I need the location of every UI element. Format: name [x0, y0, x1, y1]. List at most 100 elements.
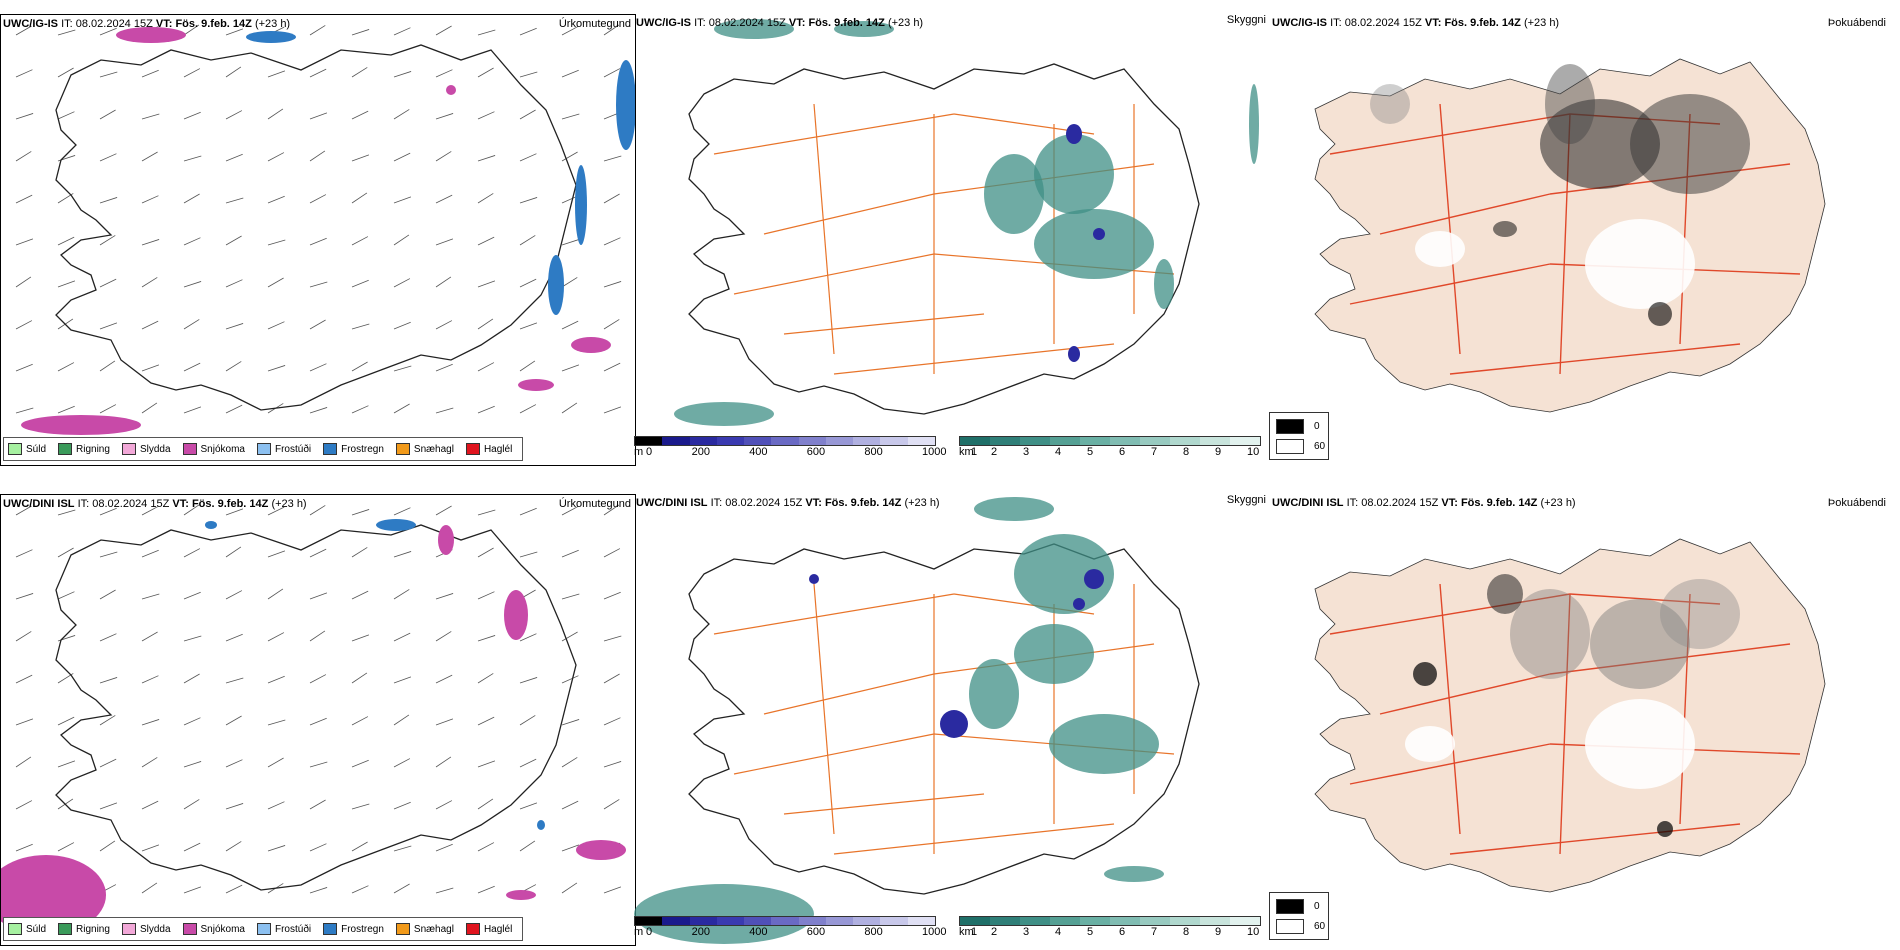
- fog-swatch: [1276, 439, 1304, 454]
- snow-area: [116, 27, 186, 43]
- wind-barb: [477, 798, 494, 810]
- wind-barb: [519, 322, 538, 330]
- wind-barb: [183, 68, 201, 78]
- legend-item: Rigning: [58, 923, 110, 935]
- panel-type-label: Þokuábendi: [1827, 17, 1886, 29]
- wind-barb: [141, 506, 159, 516]
- road-line: [783, 793, 985, 815]
- vis-scale-tick: 4: [1055, 446, 1062, 458]
- road-line: [813, 103, 835, 355]
- it-value: 08.02.2024 15Z: [725, 497, 803, 509]
- vt-value: Fös. 9.feb. 14Z: [808, 17, 885, 29]
- wind-barb: [15, 276, 32, 288]
- fog-blob: [1585, 699, 1695, 789]
- freezing-rain-area: [246, 31, 296, 43]
- wind-barb: [225, 404, 243, 414]
- wind-barb: [603, 504, 620, 516]
- legend-label: Snæhagl: [413, 923, 454, 935]
- it-label: IT:: [1330, 17, 1342, 29]
- wind-barb: [351, 590, 369, 600]
- freezing-rain-area: [537, 820, 545, 830]
- wind-barb: [561, 277, 578, 288]
- snow-area: [438, 525, 454, 555]
- wind-barb: [183, 319, 200, 330]
- visibility-colorbar: 1 2 3 4 5 6 7 8 9 10 km: [959, 436, 1261, 460]
- wind-barb: [519, 507, 537, 516]
- wind-barb: [183, 281, 202, 288]
- freezing-rain-area: [205, 521, 217, 529]
- wind-barb: [267, 588, 284, 600]
- legend-swatch: [182, 443, 197, 455]
- fog-blobs: [1405, 574, 1740, 837]
- fog-blob: [1370, 84, 1410, 124]
- wind-barb: [267, 550, 286, 558]
- wind-barb: [267, 195, 285, 204]
- legend-swatch: [182, 923, 197, 935]
- model-name: UWC/IG-IS: [1272, 17, 1327, 29]
- road-line: [1559, 593, 1571, 855]
- wind-barb: [477, 29, 496, 36]
- iceland-outline: [55, 44, 577, 411]
- wind-barb: [561, 757, 578, 768]
- legend-label: Slydda: [139, 923, 171, 935]
- visibility-area: [1014, 624, 1094, 684]
- wind-barb: [519, 278, 537, 288]
- vis-scale-tick: 2: [991, 926, 998, 938]
- wind-barb: [57, 67, 74, 78]
- wind-barb: [603, 761, 622, 768]
- wind-barb: [267, 70, 286, 78]
- fog-swatch: [1276, 899, 1304, 914]
- fog-blob: [1545, 64, 1595, 144]
- road-line: [1569, 593, 1721, 605]
- low-cloud-area: [809, 574, 819, 584]
- lead-time: (+23 h): [1523, 17, 1560, 29]
- wind-barb: [57, 509, 76, 516]
- wind-barb: [435, 113, 454, 120]
- wind-barb: [561, 239, 580, 246]
- wind-barb: [351, 67, 368, 78]
- row2-fog-title: UWC/DINI ISL IT: 08.02.2024 15Z VT: Fös.…: [1272, 497, 1576, 509]
- it-value: 08.02.2024 15Z: [75, 18, 153, 30]
- wind-barb: [561, 631, 578, 642]
- visibility-area: [984, 154, 1044, 234]
- wind-barb: [99, 507, 117, 516]
- vis-scale-tick: 10: [1247, 446, 1260, 458]
- wind-barb: [267, 321, 285, 330]
- legend-label: Súld: [26, 443, 47, 455]
- iceland-outline: [688, 63, 1200, 415]
- cloud-scale-tick: 0: [646, 446, 653, 458]
- wind-barb: [435, 631, 452, 642]
- wind-barb: [15, 194, 33, 204]
- wind-barb: [393, 27, 411, 36]
- wind-barb: [393, 632, 411, 642]
- wind-barb: [99, 109, 116, 120]
- cloud-scale-unit: m: [634, 446, 644, 458]
- wind-barb: [561, 26, 579, 36]
- vis-scale-tick: 6: [1119, 926, 1126, 938]
- wind-barb: [183, 591, 201, 600]
- panel-type-label: Skyggni: [1226, 494, 1266, 506]
- wind-barb: [15, 800, 33, 810]
- vis-scale-tick: 3: [1023, 926, 1030, 938]
- precip-legend: Súld Rigning Slydda Snjókoma Frostúði Frostre…: [3, 917, 524, 941]
- wind-barb: [435, 843, 453, 852]
- model-name: UWC/DINI ISL: [636, 497, 708, 509]
- wind-barb: [309, 407, 328, 414]
- legend-swatch: [323, 923, 338, 935]
- wind-barb: [519, 235, 536, 246]
- legend-swatch: [121, 443, 136, 455]
- wind-barb: [603, 193, 620, 204]
- wind-barb: [267, 506, 285, 516]
- wind-barb: [351, 323, 370, 330]
- wind-barb: [561, 151, 578, 162]
- wind-barb: [393, 883, 410, 894]
- wind-barb: [477, 193, 494, 204]
- row1-fog-panel: UWC/IG-IS IT: 08.02.2024 15Z VT: Fös. 9.…: [1269, 14, 1900, 464]
- wind-barb: [225, 153, 243, 162]
- wind-barb: [15, 25, 32, 36]
- row2-precip-title: UWC/DINI ISL IT: 08.02.2024 15Z VT: Fös.…: [3, 498, 307, 510]
- visibility-area: [1154, 259, 1174, 309]
- legend-item: Haglél: [465, 923, 512, 935]
- road-line: [1349, 263, 1551, 305]
- wind-barb: [561, 402, 578, 414]
